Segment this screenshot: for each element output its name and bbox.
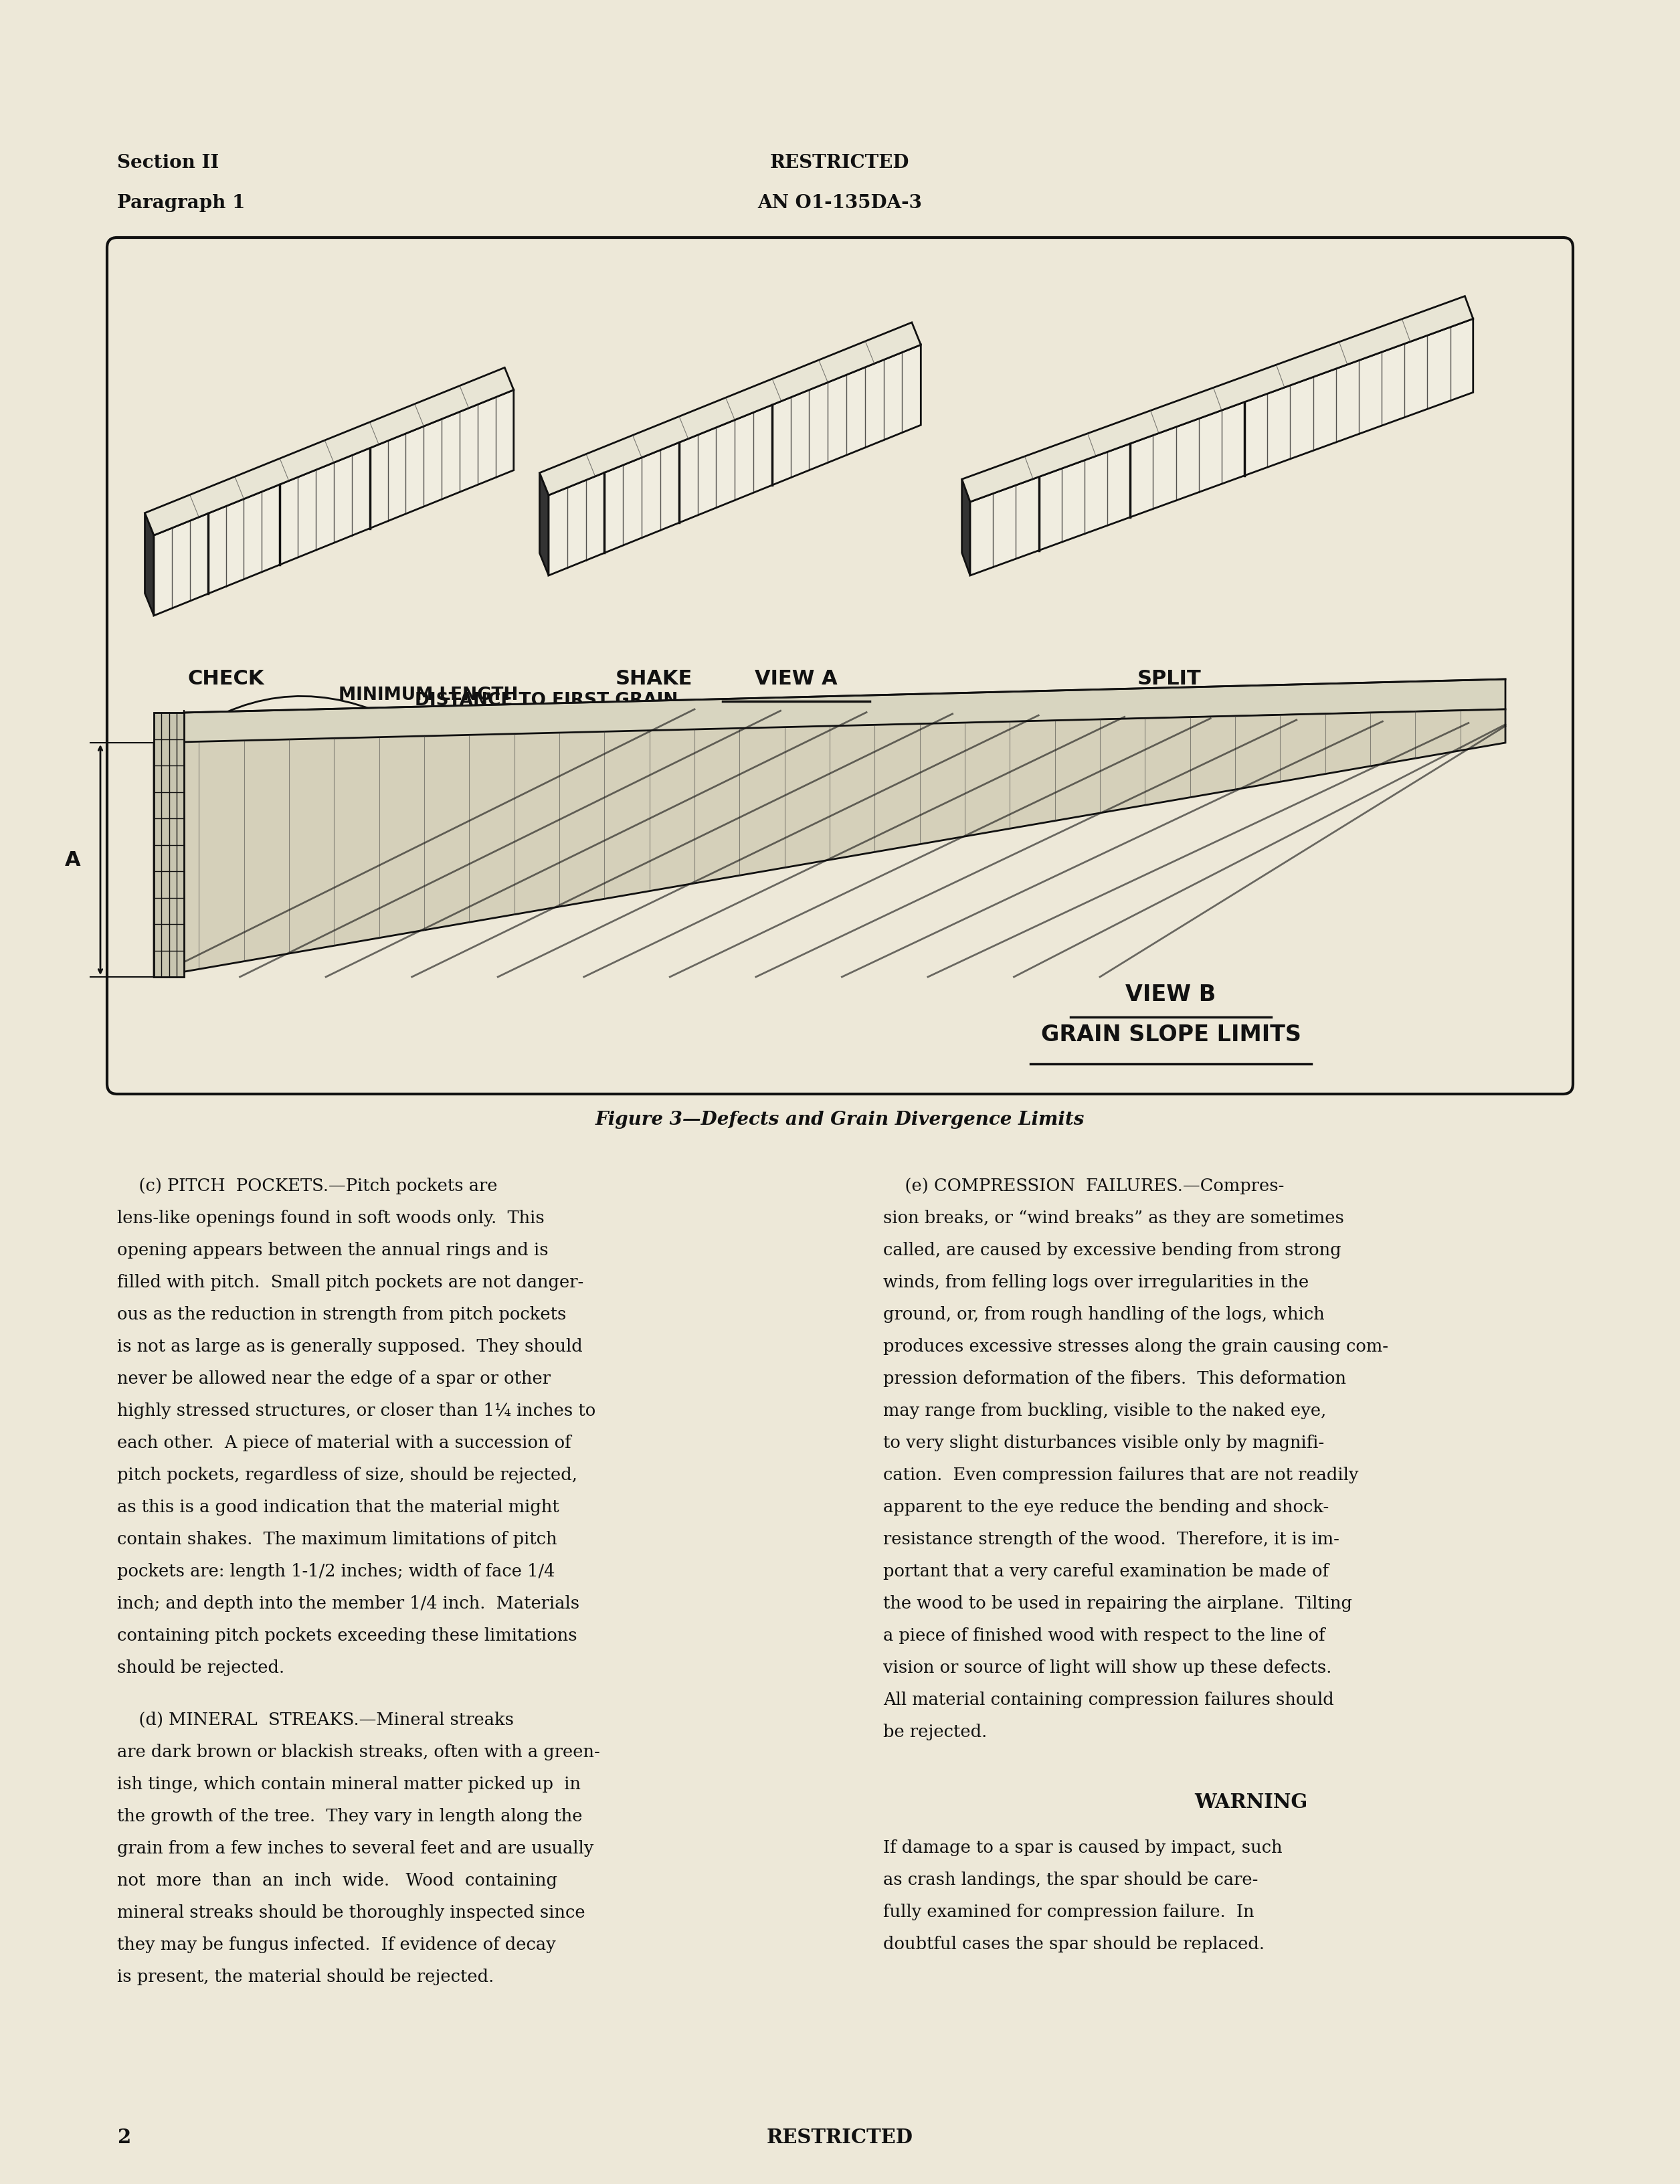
Text: winds, from felling logs over irregularities in the: winds, from felling logs over irregulari… <box>884 1273 1309 1291</box>
Polygon shape <box>155 391 514 616</box>
Text: never be allowed near the edge of a spar or other: never be allowed near the edge of a spar… <box>118 1369 551 1387</box>
Polygon shape <box>539 472 549 574</box>
Text: the growth of the tree.  They vary in length along the: the growth of the tree. They vary in len… <box>118 1808 583 1824</box>
Text: as crash landings, the spar should be care-: as crash landings, the spar should be ca… <box>884 1872 1258 1889</box>
Text: lens-like openings found in soft woods only.  This: lens-like openings found in soft woods o… <box>118 1210 544 1227</box>
Text: DISTANCE TO FIRST GRAIN: DISTANCE TO FIRST GRAIN <box>415 692 679 710</box>
Text: ous as the reduction in strength from pitch pockets: ous as the reduction in strength from pi… <box>118 1306 566 1324</box>
Text: as this is a good indication that the material might: as this is a good indication that the ma… <box>118 1498 559 1516</box>
Text: cation.  Even compression failures that are not readily: cation. Even compression failures that a… <box>884 1468 1359 1483</box>
Text: to very slight disturbances visible only by magnifi-: to very slight disturbances visible only… <box>884 1435 1324 1452</box>
Text: not  more  than  an  inch  wide.   Wood  containing: not more than an inch wide. Wood contain… <box>118 1872 558 1889</box>
Text: Paragraph 1: Paragraph 1 <box>118 194 245 212</box>
Text: mineral streaks should be thoroughly inspected since: mineral streaks should be thoroughly ins… <box>118 1904 585 1922</box>
Text: produces excessive stresses along the grain causing com-: produces excessive stresses along the gr… <box>884 1339 1388 1354</box>
Polygon shape <box>963 478 969 574</box>
Text: A: A <box>64 850 81 869</box>
Text: If damage to a spar is caused by impact, such: If damage to a spar is caused by impact,… <box>884 1839 1282 1856</box>
Bar <box>155 712 185 976</box>
Text: apparent to the eye reduce the bending and shock-: apparent to the eye reduce the bending a… <box>884 1498 1329 1516</box>
Text: each other.  A piece of material with a succession of: each other. A piece of material with a s… <box>118 1435 571 1452</box>
Text: highly stressed structures, or closer than 1¼ inches to: highly stressed structures, or closer th… <box>118 1402 596 1420</box>
Text: WARNING: WARNING <box>1194 1793 1307 1813</box>
Text: contain shakes.  The maximum limitations of pitch: contain shakes. The maximum limitations … <box>118 1531 558 1548</box>
Text: inch; and depth into the member 1/4 inch.  Materials: inch; and depth into the member 1/4 inch… <box>118 1594 580 1612</box>
Text: ish tinge, which contain mineral matter picked up  in: ish tinge, which contain mineral matter … <box>118 1776 581 1793</box>
Text: CHECK: CHECK <box>188 668 264 688</box>
Text: be rejected.: be rejected. <box>884 1723 988 1741</box>
Text: Figure 3—Defects and Grain Divergence Limits: Figure 3—Defects and Grain Divergence Li… <box>595 1112 1084 1129</box>
Text: ground, or, from rough handling of the logs, which: ground, or, from rough handling of the l… <box>884 1306 1324 1324</box>
Polygon shape <box>155 710 1505 976</box>
Text: opening appears between the annual rings and is: opening appears between the annual rings… <box>118 1243 548 1258</box>
Text: AN O1-135DA-3: AN O1-135DA-3 <box>758 194 922 212</box>
Text: pression deformation of the fibers.  This deformation: pression deformation of the fibers. This… <box>884 1369 1346 1387</box>
Text: sion breaks, or “wind breaks” as they are sometimes: sion breaks, or “wind breaks” as they ar… <box>884 1210 1344 1227</box>
Text: VIEW B: VIEW B <box>1126 983 1216 1005</box>
Text: doubtful cases the spar should be replaced.: doubtful cases the spar should be replac… <box>884 1935 1265 1952</box>
Text: pitch pockets, regardless of size, should be rejected,: pitch pockets, regardless of size, shoul… <box>118 1468 578 1483</box>
Text: Section II: Section II <box>118 153 218 173</box>
Text: pockets are: length 1-1/2 inches; width of face 1/4: pockets are: length 1-1/2 inches; width … <box>118 1564 554 1579</box>
Text: filled with pitch.  Small pitch pockets are not danger-: filled with pitch. Small pitch pockets a… <box>118 1273 583 1291</box>
Text: are dark brown or blackish streaks, often with a green-: are dark brown or blackish streaks, ofte… <box>118 1743 600 1760</box>
Polygon shape <box>969 319 1473 574</box>
Text: vision or source of light will show up these defects.: vision or source of light will show up t… <box>884 1660 1332 1675</box>
Text: (c) PITCH  POCKETS.—Pitch pockets are: (c) PITCH POCKETS.—Pitch pockets are <box>118 1177 497 1195</box>
Text: grain from a few inches to several feet and are usually: grain from a few inches to several feet … <box>118 1841 593 1856</box>
Text: the wood to be used in repairing the airplane.  Tilting: the wood to be used in repairing the air… <box>884 1594 1352 1612</box>
FancyBboxPatch shape <box>108 238 1572 1094</box>
Text: is present, the material should be rejected.: is present, the material should be rejec… <box>118 1968 494 1985</box>
Text: (e) COMPRESSION  FAILURES.—Compres-: (e) COMPRESSION FAILURES.—Compres- <box>884 1177 1284 1195</box>
Text: RESTRICTED: RESTRICTED <box>769 153 909 173</box>
Text: RESTRICTED: RESTRICTED <box>766 2127 912 2147</box>
Text: should be rejected.: should be rejected. <box>118 1660 284 1675</box>
Text: VIEW A: VIEW A <box>754 668 838 688</box>
Text: fully examined for compression failure.  In: fully examined for compression failure. … <box>884 1904 1255 1920</box>
Text: resistance strength of the wood.  Therefore, it is im-: resistance strength of the wood. Therefo… <box>884 1531 1339 1548</box>
Text: (d) MINERAL  STREAKS.—Mineral streaks: (d) MINERAL STREAKS.—Mineral streaks <box>118 1712 514 1728</box>
Text: containing pitch pockets exceeding these limitations: containing pitch pockets exceeding these… <box>118 1627 578 1645</box>
Text: portant that a very careful examination be made of: portant that a very careful examination … <box>884 1564 1329 1579</box>
Text: a piece of finished wood with respect to the line of: a piece of finished wood with respect to… <box>884 1627 1326 1645</box>
Text: MINIMUM LENGTH: MINIMUM LENGTH <box>339 686 517 703</box>
Text: may range from buckling, visible to the naked eye,: may range from buckling, visible to the … <box>884 1402 1326 1420</box>
Text: 2: 2 <box>118 2127 131 2147</box>
Polygon shape <box>144 367 514 535</box>
Text: SHAKE: SHAKE <box>615 668 692 688</box>
Text: All material containing compression failures should: All material containing compression fail… <box>884 1693 1334 1708</box>
Polygon shape <box>185 679 1505 743</box>
Text: SPLIT: SPLIT <box>1137 668 1201 688</box>
Text: they may be fungus infected.  If evidence of decay: they may be fungus infected. If evidence… <box>118 1937 556 1952</box>
Polygon shape <box>144 513 155 616</box>
Polygon shape <box>549 345 921 574</box>
Text: is not as large as is generally supposed.  They should: is not as large as is generally supposed… <box>118 1339 583 1354</box>
Polygon shape <box>539 323 921 496</box>
Text: called, are caused by excessive bending from strong: called, are caused by excessive bending … <box>884 1243 1341 1258</box>
Text: 15 A: 15 A <box>407 725 450 743</box>
Text: GRAIN SLOPE LIMITS: GRAIN SLOPE LIMITS <box>1040 1024 1300 1046</box>
Polygon shape <box>963 297 1473 502</box>
